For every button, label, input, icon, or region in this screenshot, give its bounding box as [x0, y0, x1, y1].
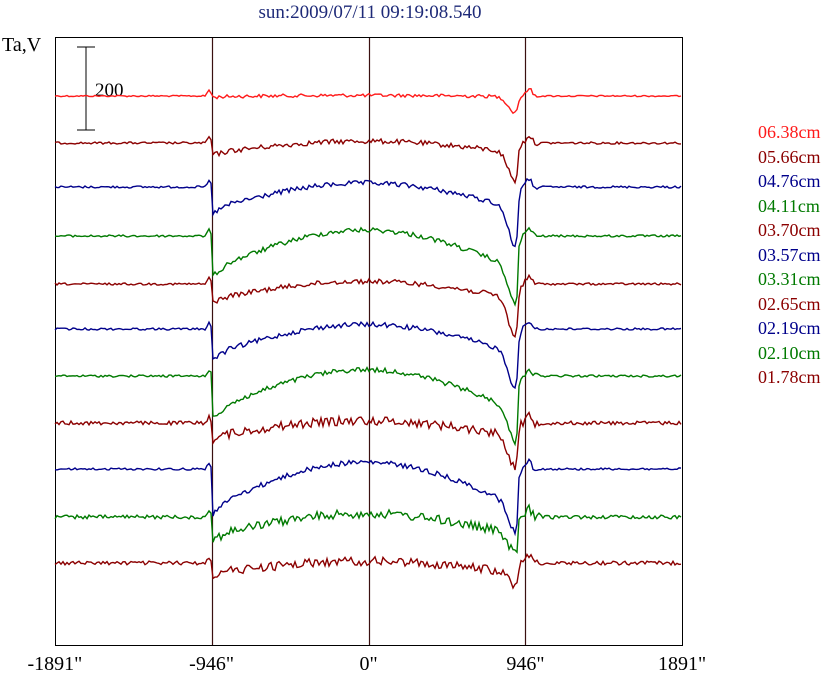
series-line-02.65cm	[54, 410, 682, 471]
legend-entry: 04.11cm	[758, 195, 820, 216]
series-line-04.11cm	[54, 226, 682, 307]
legend-entry: 02.10cm	[758, 342, 821, 363]
series-line-02.19cm	[54, 458, 682, 537]
scale-bar-label: 200	[95, 80, 124, 101]
series-line-06.38cm	[54, 87, 682, 115]
series-line-03.57cm	[54, 320, 682, 390]
legend-entry: 02.65cm	[758, 293, 821, 314]
x-tick-label: 1891"	[658, 653, 707, 675]
plot-frame	[55, 37, 683, 646]
x-tick-label: -1891"	[27, 653, 83, 675]
series-line-02.10cm	[54, 503, 682, 554]
x-tick-label: 0"	[359, 653, 378, 675]
legend-entry: 03.70cm	[758, 220, 821, 240]
y-axis-label: Ta,V	[2, 34, 42, 56]
x-tick-label: -946"	[189, 653, 234, 675]
legend-entry: 03.31cm	[758, 269, 821, 289]
series-line-04.76cm	[54, 177, 682, 248]
series-line-01.78cm	[54, 553, 682, 590]
legend-entry: 04.76cm	[758, 171, 821, 191]
chart-title: sun:2009/07/11 09:19:08.540	[258, 2, 482, 23]
series-line-03.31cm	[54, 366, 682, 447]
x-tick-label: 946"	[506, 653, 545, 675]
legend-entry: 01.78cm	[758, 367, 821, 387]
series-line-03.70cm	[54, 273, 682, 338]
legend-entry: 06.38cm	[758, 122, 821, 142]
legend-entry: 02.19cm	[758, 318, 821, 338]
legend-entry: 05.66cm	[758, 146, 821, 167]
series-line-05.66cm	[54, 135, 681, 185]
legend-entry: 03.57cm	[758, 244, 821, 265]
